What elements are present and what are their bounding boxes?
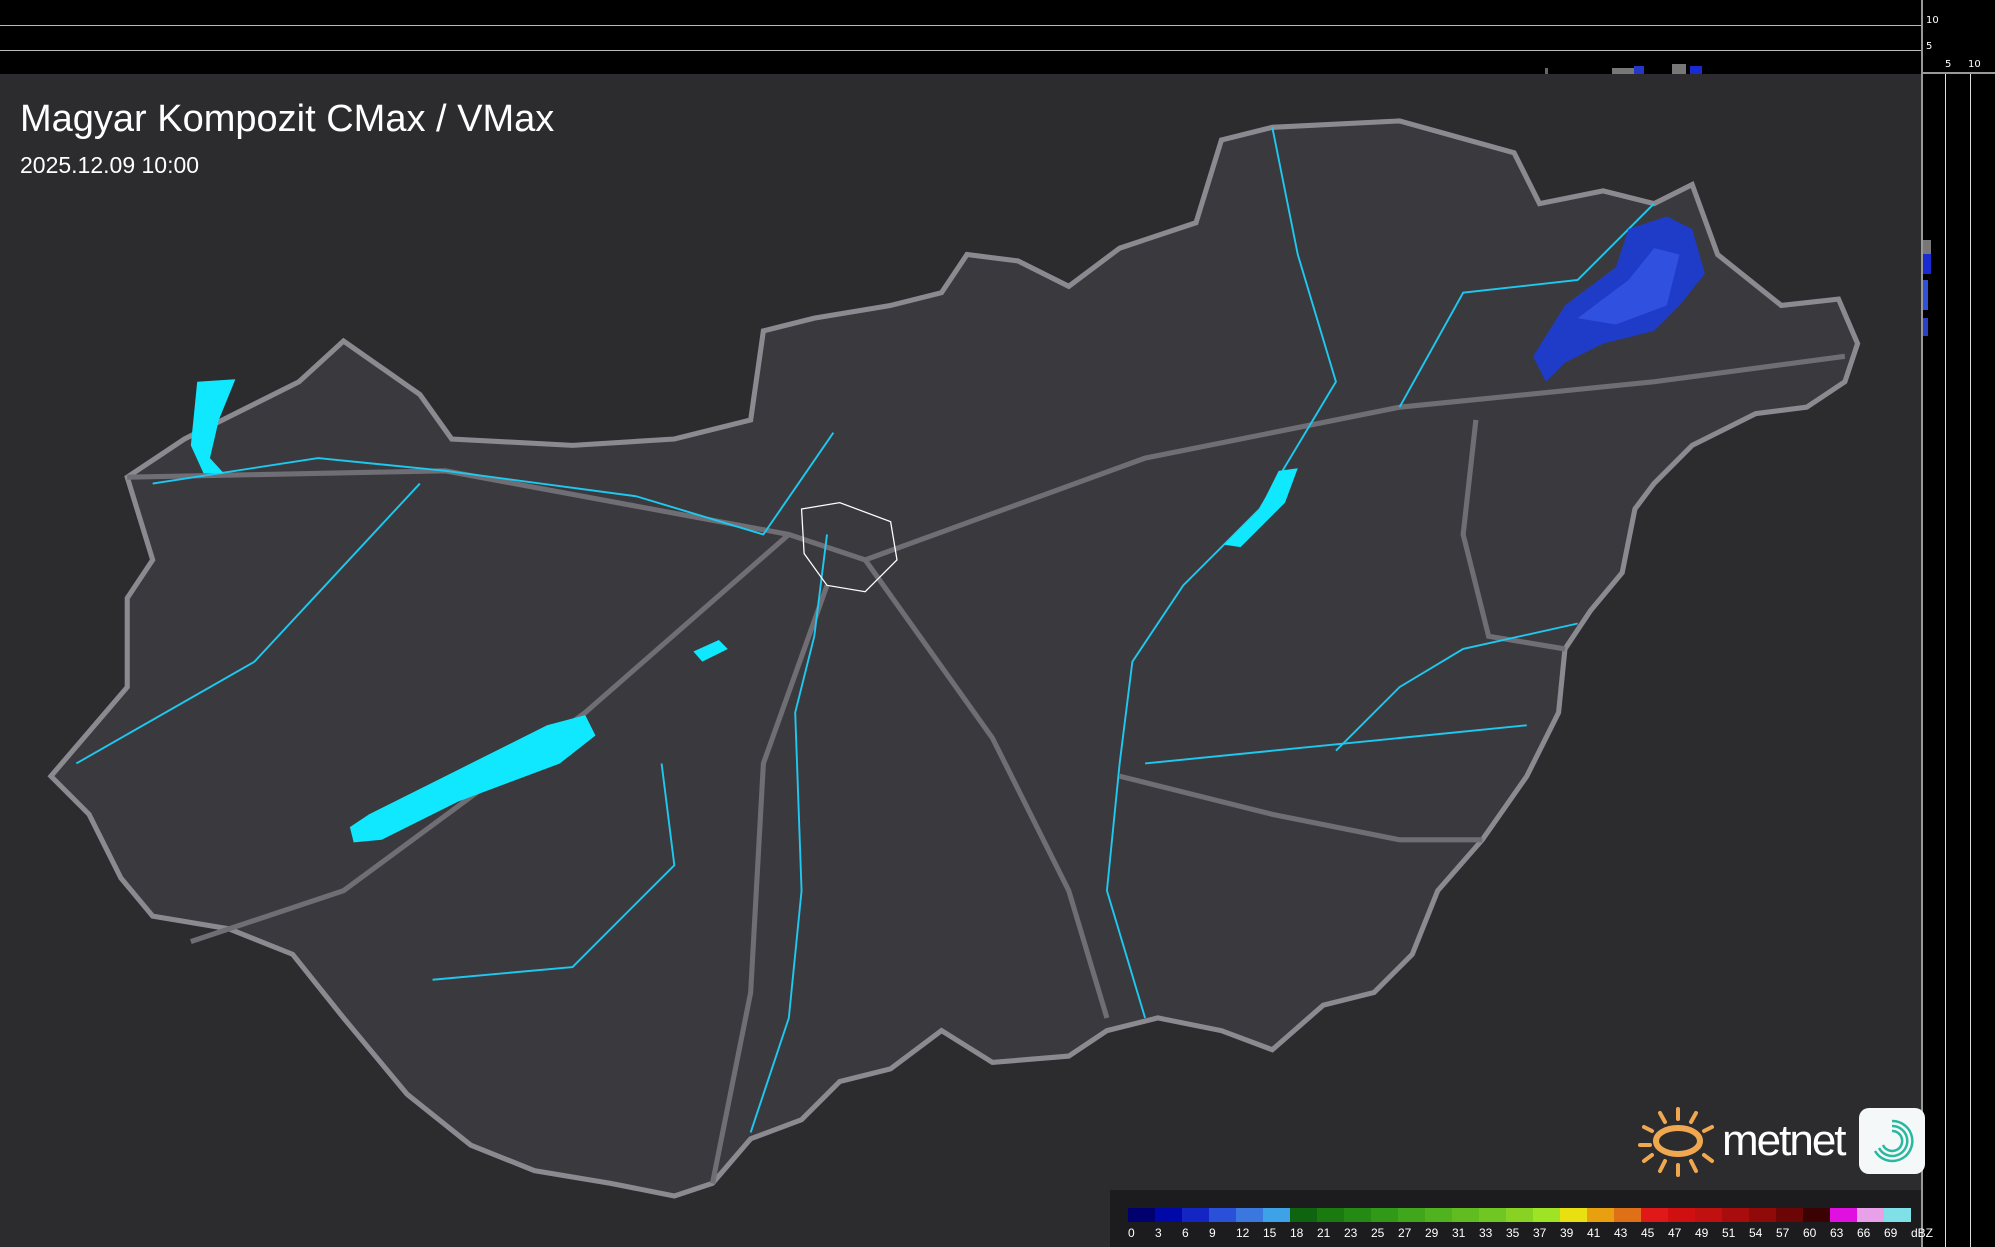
grid-line — [0, 50, 1921, 51]
legend-label: 43 — [1614, 1226, 1628, 1240]
legend-swatch — [1209, 1208, 1236, 1222]
page-title: Magyar Kompozit CMax / VMax — [20, 98, 555, 140]
tick-label: 5 — [1926, 41, 1933, 52]
grid-line — [1945, 74, 1946, 1247]
logo-text: metnet — [1722, 1116, 1847, 1165]
top-profile-echo — [1545, 64, 1702, 74]
legend-swatch — [1479, 1208, 1506, 1222]
legend-label: 18 — [1290, 1226, 1304, 1240]
legend-label: 21 — [1317, 1226, 1331, 1240]
legend-swatch — [1371, 1208, 1398, 1222]
legend-label: 25 — [1371, 1226, 1385, 1240]
legend-swatch — [1290, 1208, 1317, 1222]
lake-ferto — [190, 379, 236, 474]
legend-swatch — [1128, 1208, 1155, 1222]
legend-label: 33 — [1479, 1226, 1493, 1240]
legend-swatch — [1803, 1208, 1830, 1222]
app-icon — [1858, 1108, 1925, 1174]
legend-label: 69 — [1884, 1226, 1898, 1240]
legend-swatch — [1317, 1208, 1344, 1222]
legend-swatch — [1452, 1208, 1479, 1222]
top-profile-panel — [0, 0, 1921, 74]
tick-label: 5 — [1945, 59, 1952, 70]
legend-label: 60 — [1803, 1226, 1817, 1240]
rivers — [75, 127, 1655, 1133]
legend-swatch — [1263, 1208, 1290, 1222]
legend-swatch — [1155, 1208, 1182, 1222]
timestamp: 2025.12.09 10:00 — [20, 152, 200, 178]
legend-label: 35 — [1506, 1226, 1520, 1240]
grid-line — [1970, 74, 1971, 1247]
legend-swatch — [1722, 1208, 1749, 1222]
grid-line — [0, 25, 1921, 26]
legend-label: 49 — [1695, 1226, 1709, 1240]
swirl-icon — [1873, 1119, 1914, 1163]
legend-swatch — [1533, 1208, 1560, 1222]
legend-swatch — [1344, 1208, 1371, 1222]
map-canvas — [47, 118, 1861, 1199]
legend-swatch — [1695, 1208, 1722, 1222]
legend-label: 37 — [1533, 1226, 1547, 1240]
roads — [127, 353, 1846, 1184]
legend-swatch — [1668, 1208, 1695, 1222]
legend-swatch — [1425, 1208, 1452, 1222]
legend-swatch — [1830, 1208, 1857, 1222]
legend-label: 29 — [1425, 1226, 1439, 1240]
sun-logo-icon — [1638, 1107, 1714, 1177]
legend-label: 45 — [1641, 1226, 1655, 1240]
legend-swatch — [1641, 1208, 1668, 1222]
legend-swatch — [1236, 1208, 1263, 1222]
legend-label: 9 — [1209, 1226, 1216, 1240]
metnet-logo: metnet — [1638, 1105, 1925, 1177]
radar-map[interactable] — [0, 74, 1921, 1247]
legend-label: 15 — [1263, 1226, 1277, 1240]
legend-swatches — [1128, 1208, 1911, 1222]
legend-swatch — [1749, 1208, 1776, 1222]
budapest-outline — [800, 501, 898, 593]
side-profile-panel: 10 5 5 10 — [1921, 0, 1995, 1247]
legend-swatch — [1587, 1208, 1614, 1222]
divider — [1923, 72, 1995, 74]
legend-label: 23 — [1344, 1226, 1358, 1240]
legend-label: 51 — [1722, 1226, 1736, 1240]
lake-tisza — [1223, 468, 1298, 548]
legend-swatch — [1857, 1208, 1884, 1222]
legend-swatch — [1182, 1208, 1209, 1222]
color-scale-legend: 0 3 6 9 12 15 18 21 23 25 27 29 31 33 35 37 39 41 43 45 47 49… — [1110, 1190, 1933, 1247]
legend-label: 66 — [1857, 1226, 1871, 1240]
tick-label: 10 — [1926, 15, 1939, 26]
legend-label: 47 — [1668, 1226, 1682, 1240]
legend-swatch — [1398, 1208, 1425, 1222]
legend-swatch — [1560, 1208, 1587, 1222]
legend-swatch — [1884, 1208, 1911, 1222]
legend-unit: dBZ — [1911, 1226, 1934, 1240]
legend-label: 63 — [1830, 1226, 1844, 1240]
legend-label: 3 — [1155, 1226, 1162, 1240]
legend-label: 12 — [1236, 1226, 1250, 1240]
legend-swatch — [1614, 1208, 1641, 1222]
lake-balaton — [349, 715, 596, 843]
lake-velence — [693, 640, 728, 662]
legend-label: 54 — [1749, 1226, 1763, 1240]
legend-label: 41 — [1587, 1226, 1601, 1240]
legend-label: 27 — [1398, 1226, 1412, 1240]
side-profile-echo — [1923, 240, 1931, 336]
legend-labels: 0 3 6 9 12 15 18 21 23 25 27 29 31 33 35 37 39 41 43 45 47 49… — [1128, 1226, 1938, 1240]
legend-label: 0 — [1128, 1226, 1135, 1240]
legend-label: 31 — [1452, 1226, 1466, 1240]
legend-swatch — [1776, 1208, 1803, 1222]
legend-swatch — [1506, 1208, 1533, 1222]
legend-label: 6 — [1182, 1226, 1189, 1240]
legend-label: 39 — [1560, 1226, 1574, 1240]
tick-label: 10 — [1968, 59, 1981, 70]
hungary-territory — [47, 118, 1861, 1199]
legend-label: 57 — [1776, 1226, 1790, 1240]
